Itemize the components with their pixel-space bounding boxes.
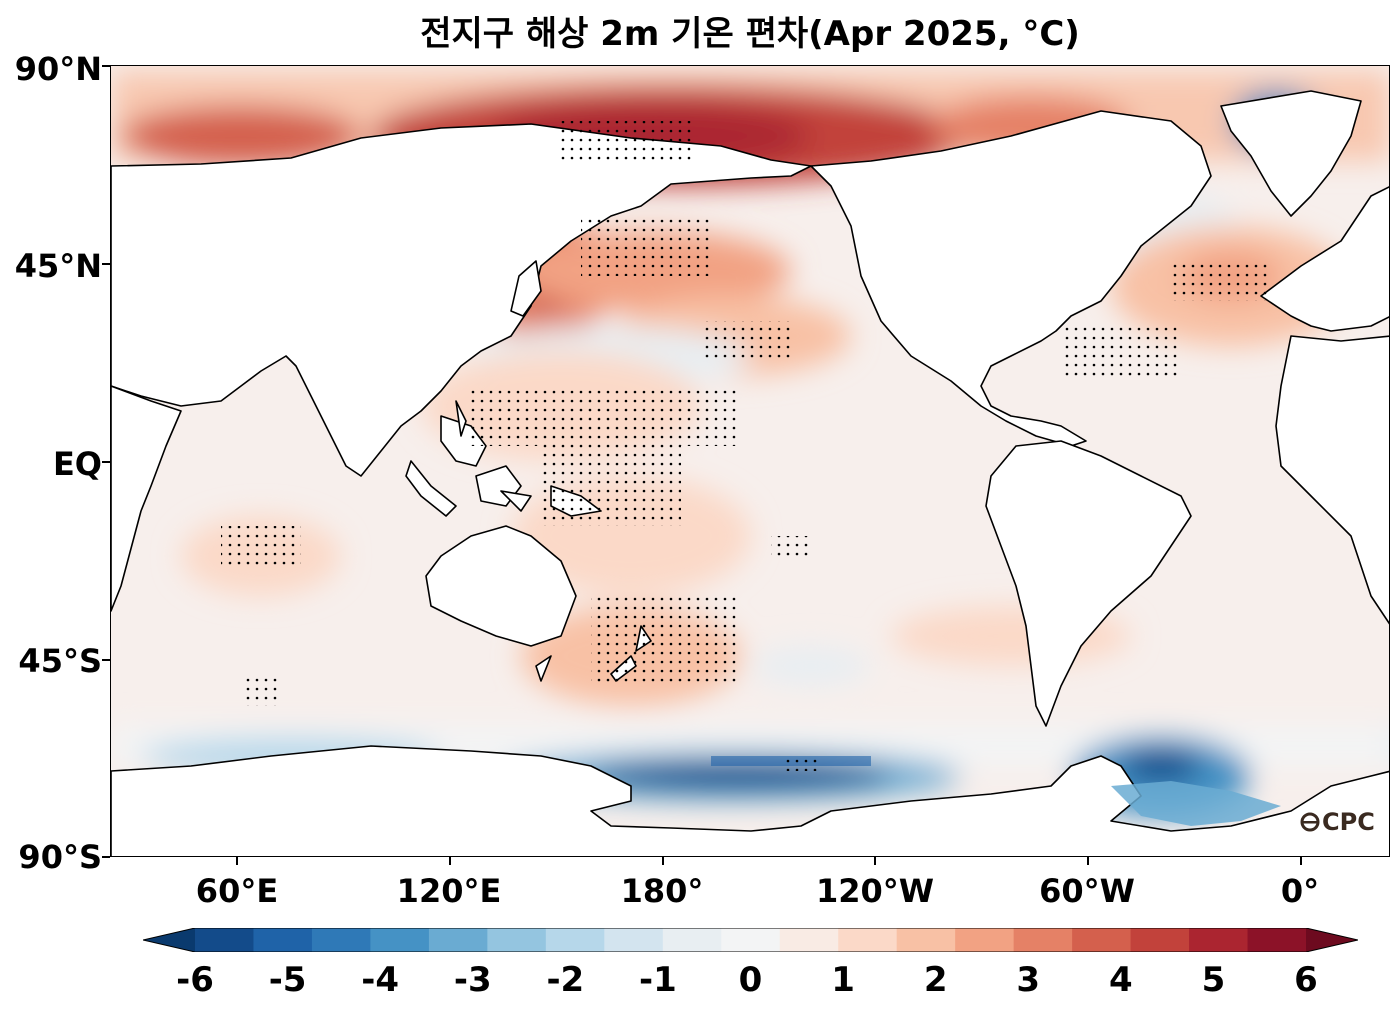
lat-label-90s: 90°S [18,838,102,876]
south-america-shape [985,440,1192,727]
lat-tick [102,659,110,661]
colorbar-cell [545,928,605,952]
lat-label-45s: 45°S [18,642,102,680]
colorbar-tick-label: -4 [361,960,400,1000]
colorbar-tick-label: 0 [738,960,763,1000]
lon-tick [662,857,664,865]
colorbar-extend-low [143,928,195,952]
sumatra-shape [405,460,457,517]
colorbar-cell [253,928,313,952]
lat-label-eq: EQ [52,445,102,483]
colorbar-tick-label: -1 [639,960,677,1000]
colorbar-tick-label: -6 [176,960,214,1000]
colorbar-cell [1072,928,1132,952]
colorbar-cell [1130,928,1190,952]
landmasses [111,90,1389,856]
colorbar-tick-label: 2 [923,960,948,1000]
colorbar-cell [370,928,430,952]
japan-shape [510,260,542,317]
lon-tick [874,857,876,865]
lat-tick [102,263,110,265]
colorbar-cell [1013,928,1073,952]
lat-label-45n: 45°N [14,247,102,285]
lon-tick [236,857,238,865]
colorbar-cell [838,928,898,952]
europe-shape [1260,186,1389,332]
colorbar-tick-label: -5 [268,960,307,1000]
lon-label-120w: 120°W [815,872,935,910]
lon-label-0: 0° [1280,872,1320,910]
colorbar-cell [896,928,956,952]
anomaly-map [110,65,1390,857]
lon-tick [449,857,451,865]
colorbar-cell [487,928,547,952]
philippines-shape [455,400,467,437]
west-africa-shape [1275,335,1389,625]
colorbar-tick-label: 6 [1294,960,1318,1000]
tasmania-shape [535,655,552,682]
colorbar-cell [662,928,722,952]
colorbar-cell [195,928,255,952]
colorbar-tick-label: 4 [1108,960,1133,1000]
colorbar-extend-high [1306,928,1358,952]
colorbar-cell [311,928,372,952]
lon-tick [1087,857,1089,865]
lon-label-180: 180° [620,872,704,910]
australia-shape [425,525,577,647]
colorbar [143,928,1358,952]
significance-stippling [221,121,1271,771]
colorbar-tick-label: 1 [831,960,855,1000]
lon-label-60e: 60°E [195,872,279,910]
lon-label-60w: 60°W [1039,872,1135,910]
lat-label-90n: 90°N [14,50,102,88]
lon-tick [1300,857,1302,865]
lat-tick [102,856,110,858]
colorbar-tick-label: -3 [453,960,492,1000]
colorbar-tick-label: 3 [1016,960,1041,1000]
colorbar-cell [1189,928,1249,952]
africa-shape [111,385,182,612]
anomaly-map-svg [111,66,1389,856]
colorbar-cell [721,928,781,952]
colorbar-tick-label: 5 [1201,960,1226,1000]
colorbar-cell [1247,928,1307,952]
antarctica-shape [111,745,1389,856]
sulawesi-shape [500,490,532,512]
cpc-logo: CPC [1300,808,1375,836]
map-title: 전지구 해상 2m 기온 편차(Apr 2025, °C) [420,14,1080,54]
colorbar-cell [428,928,488,952]
cpc-logo-icon [1300,812,1320,832]
lat-tick [102,461,110,463]
cpc-logo-text: CPC [1322,808,1375,836]
north-america-shape [810,110,1212,447]
greenland-shape [1220,90,1362,217]
lon-label-120e: 120°E [396,872,502,910]
colorbar-cell [779,928,839,952]
lat-tick [102,65,110,67]
colorbar-cell [955,928,1015,952]
colorbar-tick-label: -2 [546,960,585,1000]
colorbar-cell [604,928,664,952]
